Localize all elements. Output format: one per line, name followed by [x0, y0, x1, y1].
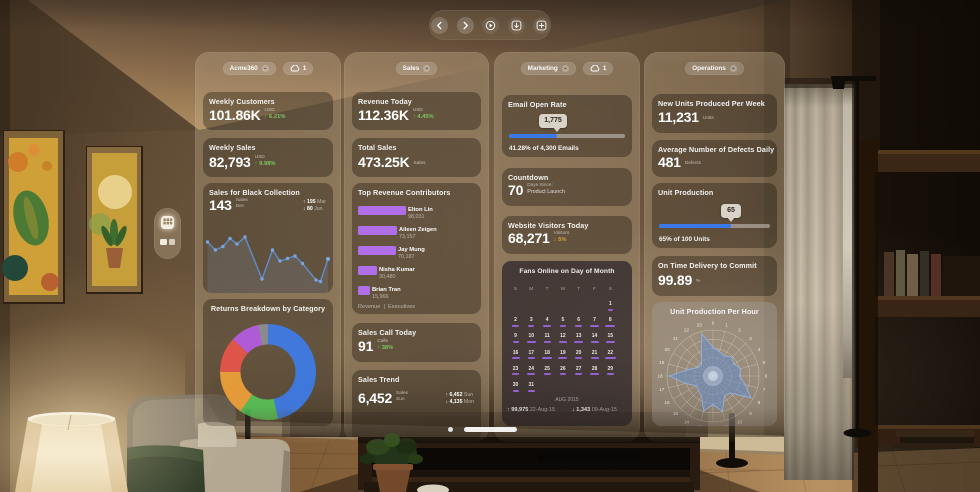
svg-text:4: 4 [758, 347, 761, 352]
svg-text:18: 18 [657, 374, 663, 379]
svg-text:23: 23 [697, 322, 703, 327]
svg-text:19: 19 [659, 360, 665, 365]
svg-text:6: 6 [765, 374, 768, 379]
svg-text:20: 20 [665, 347, 671, 352]
svg-text:22: 22 [684, 328, 690, 333]
svg-text:8: 8 [758, 400, 761, 405]
svg-text:10: 10 [737, 419, 743, 424]
svg-text:7: 7 [763, 387, 766, 392]
svg-text:14: 14 [684, 419, 690, 424]
svg-text:5: 5 [763, 360, 766, 365]
svg-text:11: 11 [724, 425, 729, 426]
svg-text:9: 9 [749, 411, 752, 416]
svg-text:15: 15 [673, 411, 679, 416]
svg-text:21: 21 [673, 336, 679, 341]
svg-text:13: 13 [697, 425, 703, 426]
svg-text:17: 17 [659, 387, 665, 392]
svg-text:3: 3 [749, 336, 752, 341]
svg-text:1: 1 [725, 322, 728, 327]
svg-text:0: 0 [712, 321, 715, 326]
svg-text:16: 16 [665, 400, 671, 405]
svg-text:2: 2 [738, 328, 741, 333]
